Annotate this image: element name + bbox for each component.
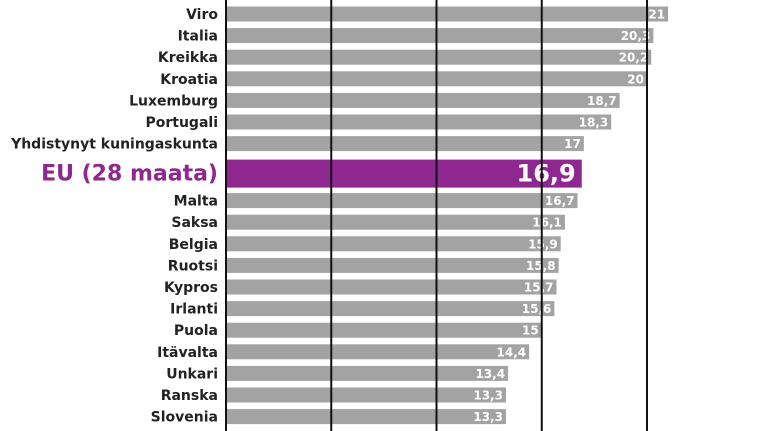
value-label: 20 <box>627 72 644 86</box>
category-label: Kypros <box>164 280 218 296</box>
category-label: Puola <box>174 323 218 339</box>
bar <box>226 214 565 230</box>
value-label: 13,4 <box>475 367 505 381</box>
category-label: Malta <box>174 194 218 210</box>
bar <box>226 193 578 209</box>
value-label: 20,2 <box>619 51 649 65</box>
value-label: 15,9 <box>528 237 558 251</box>
category-label: Unkari <box>166 366 218 382</box>
bar <box>226 387 506 403</box>
bar <box>226 322 542 338</box>
category-label: Portugali <box>145 115 218 131</box>
value-label: 20,3 <box>621 29 651 43</box>
value-label: 14,4 <box>497 345 527 359</box>
bar <box>226 49 652 65</box>
value-label: 15,7 <box>524 281 554 295</box>
bar <box>226 159 582 188</box>
value-label: 16,1 <box>532 216 562 230</box>
value-label: 13,3 <box>473 389 503 403</box>
bar <box>226 344 530 360</box>
category-label: Ruotsi <box>168 258 218 274</box>
bar <box>226 236 561 252</box>
category-label: Ranska <box>161 388 218 404</box>
value-label: 15,6 <box>522 302 552 316</box>
bar <box>226 257 559 273</box>
category-label: Luxemburg <box>129 93 218 109</box>
value-label: 18,7 <box>587 94 617 108</box>
bar <box>226 301 555 317</box>
category-label: Viro <box>186 7 218 23</box>
category-label: Irlanti <box>170 302 218 318</box>
value-label: 17 <box>564 137 581 151</box>
category-label: Saksa <box>171 215 218 231</box>
category-label: Italia <box>178 29 218 45</box>
value-label: 16,9 <box>517 160 576 188</box>
category-label: Slovenia <box>151 410 218 426</box>
bar <box>226 136 584 152</box>
bar <box>226 409 506 425</box>
category-label: Itävalta <box>157 345 218 361</box>
bar <box>226 92 620 108</box>
category-label: Kroatia <box>160 72 218 88</box>
category-label: EU (28 maata) <box>41 162 218 187</box>
bar <box>226 279 557 295</box>
bar <box>226 6 669 22</box>
category-label: Yhdistynyt kuningaskunta <box>10 137 218 153</box>
value-label: 21 <box>648 8 665 22</box>
value-label: 16,7 <box>545 194 575 208</box>
bar <box>226 114 612 130</box>
category-label: Belgia <box>169 237 218 253</box>
category-label: Kreikka <box>158 50 218 66</box>
bar <box>226 28 654 44</box>
bar <box>226 365 509 381</box>
value-label: 15 <box>522 324 539 338</box>
value-label: 18,3 <box>579 116 609 130</box>
value-label: 13,3 <box>473 410 503 424</box>
